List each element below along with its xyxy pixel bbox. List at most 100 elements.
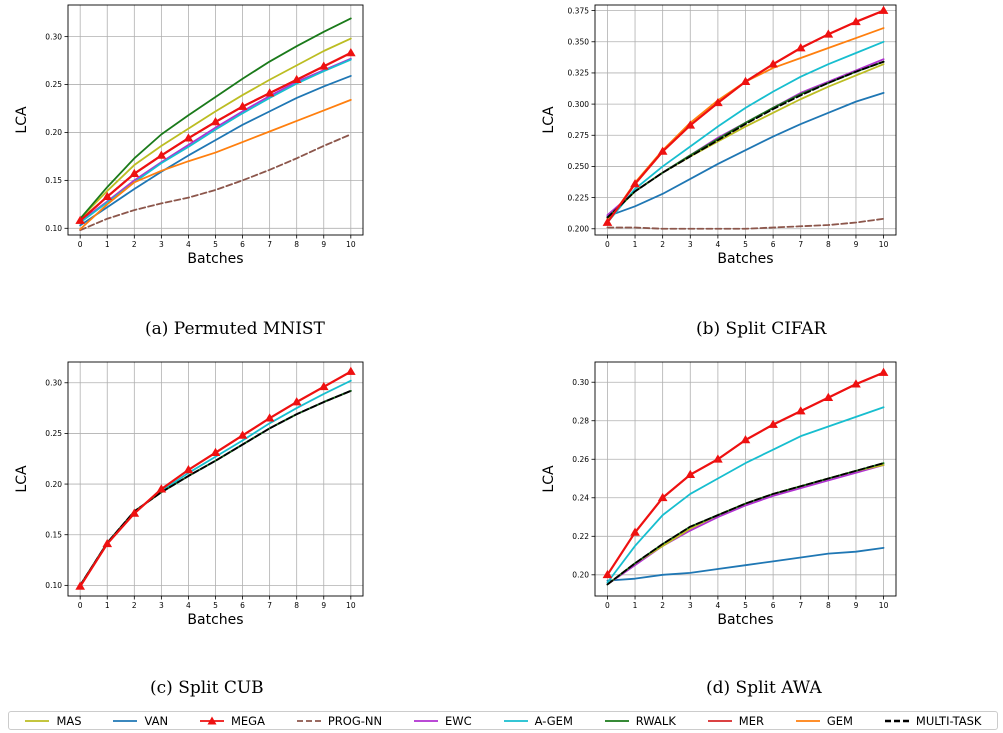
x-tick-label: 8 [294, 240, 299, 249]
series-line-rwalk [79, 17, 352, 220]
legend-swatch [795, 719, 820, 722]
plot-area [79, 370, 352, 588]
marker-mega [156, 484, 167, 493]
legend-item-van: VAN [112, 714, 168, 728]
x-tick-label: 7 [798, 240, 803, 249]
marker-mega [768, 419, 778, 428]
x-tick-label: 5 [743, 240, 748, 249]
legend-item-mega: MEGA [199, 714, 265, 728]
marker-mega [183, 133, 194, 142]
x-tick-label: 10 [346, 601, 356, 610]
x-tick-label: 7 [267, 601, 272, 610]
x-tick-label: 6 [771, 240, 776, 249]
legend-item-a-gem: A-GEM [503, 714, 573, 728]
series-line-multi-task [79, 389, 352, 587]
legend-swatch [707, 719, 732, 722]
marker-mega [878, 367, 889, 376]
legend-swatch [503, 719, 528, 722]
x-tick-label: 5 [213, 601, 218, 610]
y-tick-label: 0.200 [568, 224, 590, 233]
y-axis-label: LCA [541, 465, 557, 493]
y-tick-label: 0.24 [572, 493, 589, 502]
series-line-van [79, 75, 352, 227]
legend-item-prog-nn: PROG-NN [296, 714, 382, 728]
marker-mega [318, 61, 329, 70]
series-line-ewc [79, 57, 352, 223]
x-tick-label: 6 [771, 601, 776, 610]
y-axis-label: LCA [14, 465, 30, 493]
marker-mega [823, 29, 834, 38]
x-tick-label: 10 [879, 601, 889, 610]
y-tick-label: 0.15 [45, 530, 62, 539]
marker-mega [102, 538, 113, 548]
marker-mega [768, 59, 778, 68]
marker-mega [102, 191, 113, 200]
marker-mega [156, 150, 167, 159]
marker-mega [75, 581, 86, 590]
series-line-multi-task [606, 60, 885, 219]
series-line-van [606, 91, 885, 218]
chart-d: 0 1 2 3 4 5 6 7 8 9 10 0.20 0.22 0.24 0.26 0.28 0.30 Batc… [541, 361, 897, 628]
x-tick-label: 0 [605, 240, 610, 249]
caption-a: (a) Permuted MNIST [145, 319, 325, 339]
marker-mega [602, 569, 613, 579]
legend-swatch [113, 719, 138, 722]
y-tick-label: 0.26 [572, 455, 589, 464]
caption-c: (c) Split CUB [150, 678, 264, 698]
y-tick-label: 0.28 [572, 416, 589, 425]
y-tick-label: 0.350 [568, 37, 590, 46]
series-line-prog-nn [79, 133, 352, 232]
x-tick-label: 10 [346, 240, 356, 249]
y-tick-label: 0.10 [45, 581, 62, 590]
x-tick-label: 3 [688, 601, 693, 610]
x-tick-label: 2 [132, 601, 137, 610]
marker-mega [75, 215, 86, 224]
legend-swatch [414, 719, 438, 722]
x-tick-label: 5 [213, 240, 218, 249]
chart-b: 0 1 2 3 4 5 6 7 8 9 10 0.200 0.225 0.250 0.275 0.300 0.3… [541, 4, 897, 267]
x-tick-label: 9 [321, 601, 326, 610]
series-line-multi-task [606, 462, 885, 586]
marker-mega [264, 413, 275, 422]
marker-mega [851, 379, 861, 388]
marker-mega [237, 101, 248, 110]
x-tick-label: 8 [826, 601, 831, 610]
series-line-a-gem [606, 406, 885, 584]
x-tick-label: 1 [105, 601, 110, 610]
marker-mega [602, 217, 613, 226]
x-tick-label: 4 [186, 601, 191, 610]
marker-mega [210, 447, 221, 456]
chart-c: 0 1 2 3 4 5 6 7 8 9 10 0.10 0.15 0.20 0.25 0.30 Batches L… [14, 361, 364, 628]
marker-mega [823, 392, 834, 401]
x-tick-label: 2 [660, 601, 665, 610]
legend-item-gem: GEM [795, 714, 853, 728]
marker-mega [713, 454, 723, 463]
x-tick-label: 9 [321, 240, 326, 249]
x-tick-label: 0 [78, 240, 83, 249]
x-tick-label: 3 [688, 240, 693, 249]
marker-mega [630, 527, 640, 536]
marker-mega [878, 5, 889, 14]
marker-mega [795, 43, 806, 52]
legend-label: VAN [144, 713, 169, 728]
series-line-prog-nn [606, 217, 885, 230]
legend-item-mer: MER [707, 714, 764, 728]
marker-mega [345, 48, 356, 57]
legend-label: MAS [56, 713, 82, 728]
marker-mega [713, 97, 723, 107]
series-line-a-gem [606, 40, 885, 224]
legend-item-ewc: EWC [413, 714, 472, 728]
legend-label: RWALK [635, 713, 676, 728]
legend-swatch [25, 719, 50, 722]
marker-mega [210, 117, 221, 126]
y-axis-label: LCA [14, 106, 30, 134]
marker-mega [740, 76, 751, 85]
y-tick-label: 0.22 [572, 532, 589, 541]
marker-mega [657, 492, 668, 502]
x-tick-label: 6 [240, 240, 245, 249]
y-tick-label: 0.20 [45, 128, 62, 137]
x-tick-label: 9 [854, 240, 859, 249]
y-tick-label: 0.325 [568, 69, 590, 78]
legend-swatch [604, 719, 629, 722]
marker-mega [345, 366, 356, 375]
